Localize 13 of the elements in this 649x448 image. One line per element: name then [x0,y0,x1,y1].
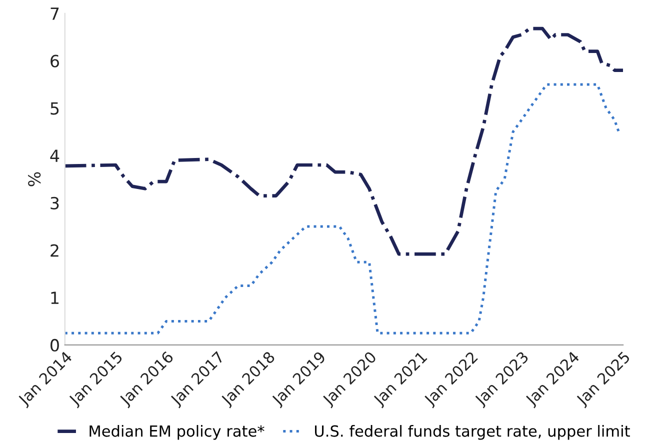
y-tick-label: 6 [50,54,59,68]
y-tick-label: 3 [50,196,59,210]
legend-label: Median EM policy rate* [90,425,264,440]
legend-label: U.S. federal funds target rate, upper limit [315,425,630,440]
line-series [64,83,620,334]
y-tick-label: 2 [50,244,58,257]
line-series [64,26,624,256]
y-axis-title: % [28,172,41,186]
y-tick-label: 5 [50,102,59,115]
y-tick-label: 1 [51,292,58,304]
y-tick-label: 7 [50,8,59,20]
y-tick-label: 4 [50,150,60,162]
y-tick-label: 0 [50,338,59,352]
